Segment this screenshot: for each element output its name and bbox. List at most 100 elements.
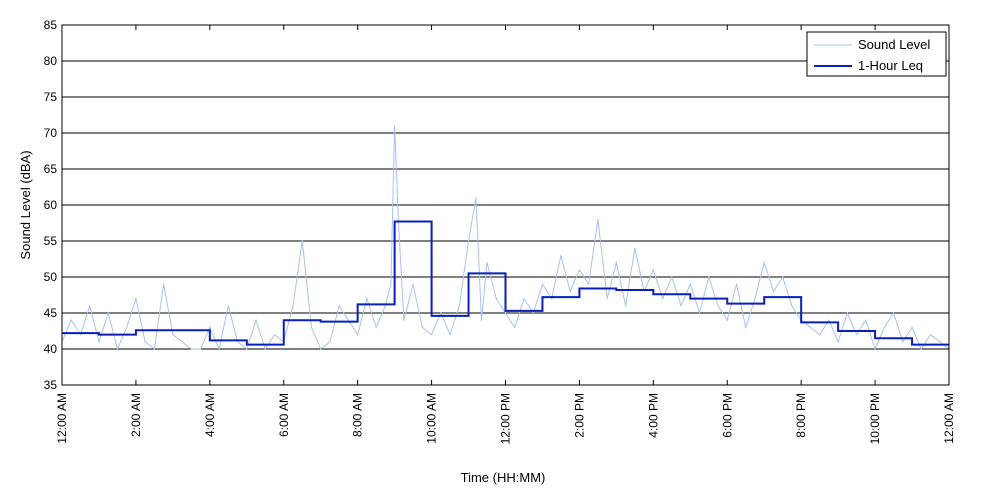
data-point-sound-level-17 — [218, 348, 220, 350]
x-tick-label-12: 12:00 AM — [942, 393, 956, 444]
data-point-sound-level-39 — [403, 319, 405, 321]
data-point-sound-level-14 — [190, 348, 192, 350]
data-point-sound-level-88 — [846, 312, 848, 314]
data-point-sound-level-51 — [504, 312, 507, 314]
data-point-sound-level-94 — [902, 341, 904, 343]
y-axis-ticks: 35 40 45 50 55 60 65 70 75 80 85 — [44, 18, 949, 392]
data-point-sound-level-87 — [837, 341, 839, 343]
data-point-sound-level-32 — [357, 334, 359, 336]
data-point-sound-level-67 — [652, 269, 654, 271]
data-point-sound-level-4 — [98, 341, 100, 343]
x-axis-ticks: 12:00 AM 2:00 AM 4:00 AM 6:00 AM 8:00 AM 10:0… — [55, 25, 956, 444]
data-point-sound-level-85 — [819, 334, 821, 336]
data-point-sound-level-60 — [588, 283, 590, 285]
data-point-sound-level-95 — [911, 326, 913, 328]
x-tick-label-10: 8:00 PM — [794, 393, 808, 438]
x-tick-label-0: 12:00 AM — [55, 393, 69, 444]
data-point-sound-level-44 — [449, 334, 451, 336]
data-point-sound-level-75 — [726, 319, 728, 321]
data-point-sound-level-71 — [689, 283, 691, 285]
y-tick-label-70: 70 — [44, 126, 58, 140]
series-1-hour-leq — [62, 220, 949, 346]
series-line-1-hour-leq — [62, 220, 949, 346]
data-point-sound-level-46 — [467, 240, 470, 242]
x-tick-label-2: 4:00 AM — [203, 393, 217, 437]
data-point-sound-level-90 — [865, 319, 867, 321]
data-point-sound-level-45 — [458, 305, 460, 307]
data-point-sound-level-92 — [883, 326, 885, 328]
y-tick-label-60: 60 — [44, 198, 58, 212]
data-point-sound-level-50 — [495, 298, 497, 300]
data-point-sound-level-73 — [708, 276, 710, 278]
data-point-sound-level-86 — [828, 319, 830, 321]
data-point-sound-level-40 — [412, 283, 414, 285]
data-point-sound-level-82 — [791, 305, 793, 307]
data-point-sound-level-27 — [310, 326, 313, 328]
data-point-sound-level-64 — [625, 305, 627, 307]
data-point-sound-level-84 — [809, 326, 812, 328]
data-point-sound-level-59 — [578, 269, 581, 271]
data-point-sound-level-72 — [698, 312, 701, 314]
series-line-sound-level — [61, 125, 950, 351]
data-point-sound-level-20 — [246, 348, 248, 350]
data-point-sound-level-29 — [329, 341, 331, 343]
data-point-sound-level-52 — [514, 326, 516, 328]
x-tick-label-1: 2:00 AM — [129, 393, 143, 437]
data-point-sound-level-80 — [772, 290, 775, 292]
data-point-sound-level-68 — [661, 298, 664, 300]
data-point-sound-level-61 — [597, 218, 599, 220]
data-point-sound-level-42 — [430, 334, 433, 336]
data-point-sound-level-11 — [163, 283, 165, 285]
data-point-sound-level-58 — [569, 290, 571, 292]
data-point-sound-level-74 — [717, 305, 719, 307]
legend-label-1-hour-leq: 1-Hour Leq — [858, 58, 923, 73]
data-point-sound-level-37 — [394, 125, 396, 127]
data-point-sound-level-38 — [397, 218, 399, 220]
series-layer — [61, 125, 950, 351]
x-tick-label-4: 8:00 AM — [351, 393, 365, 437]
data-point-sound-level-30 — [338, 305, 340, 307]
data-point-sound-level-26 — [301, 240, 303, 242]
y-tick-label-55: 55 — [44, 234, 58, 248]
y-tick-label-75: 75 — [44, 90, 58, 104]
data-point-sound-level-62 — [606, 298, 608, 300]
data-point-sound-level-1 — [70, 319, 72, 321]
data-point-sound-level-10 — [153, 348, 155, 350]
data-point-sound-level-48 — [480, 319, 483, 321]
data-point-sound-level-9 — [144, 341, 146, 343]
data-point-sound-level-69 — [671, 276, 673, 278]
data-point-sound-level-49 — [486, 262, 488, 264]
data-point-sound-level-43 — [440, 312, 442, 314]
data-point-sound-level-79 — [763, 262, 765, 264]
data-point-sound-level-63 — [615, 262, 617, 264]
x-tick-label-7: 2:00 PM — [572, 393, 586, 438]
legend-label-sound-level: Sound Level — [858, 37, 930, 52]
x-tick-label-6: 12:00 PM — [499, 393, 513, 444]
x-tick-label-9: 6:00 PM — [720, 393, 734, 438]
data-point-sound-level-13 — [181, 341, 183, 343]
data-point-sound-level-53 — [523, 298, 525, 300]
data-point-sound-level-31 — [347, 319, 350, 321]
data-point-sound-level-15 — [199, 348, 202, 350]
data-point-sound-level-56 — [551, 298, 553, 300]
data-point-sound-level-93 — [892, 312, 895, 314]
data-point-sound-level-7 — [126, 326, 128, 328]
y-tick-label-65: 65 — [44, 162, 58, 176]
data-point-sound-level-96 — [920, 348, 922, 350]
y-axis-title: Sound Level (dBA) — [18, 150, 33, 259]
x-axis-title: Time (HH:MM) — [461, 470, 546, 485]
data-point-sound-level-2 — [79, 334, 82, 336]
data-point-sound-level-97 — [929, 334, 932, 336]
legend: Sound Level 1-Hour Leq — [806, 31, 947, 77]
data-point-sound-level-23 — [273, 334, 276, 336]
data-point-sound-level-33 — [366, 298, 368, 300]
data-point-sound-level-47 — [475, 197, 477, 199]
data-point-sound-level-25 — [292, 305, 294, 307]
data-point-sound-level-5 — [107, 312, 109, 314]
data-point-sound-level-41 — [421, 326, 423, 328]
data-point-sound-level-36 — [390, 283, 392, 285]
data-point-sound-level-66 — [643, 290, 645, 292]
data-point-sound-level-70 — [680, 305, 682, 307]
data-point-sound-level-18 — [227, 305, 229, 307]
